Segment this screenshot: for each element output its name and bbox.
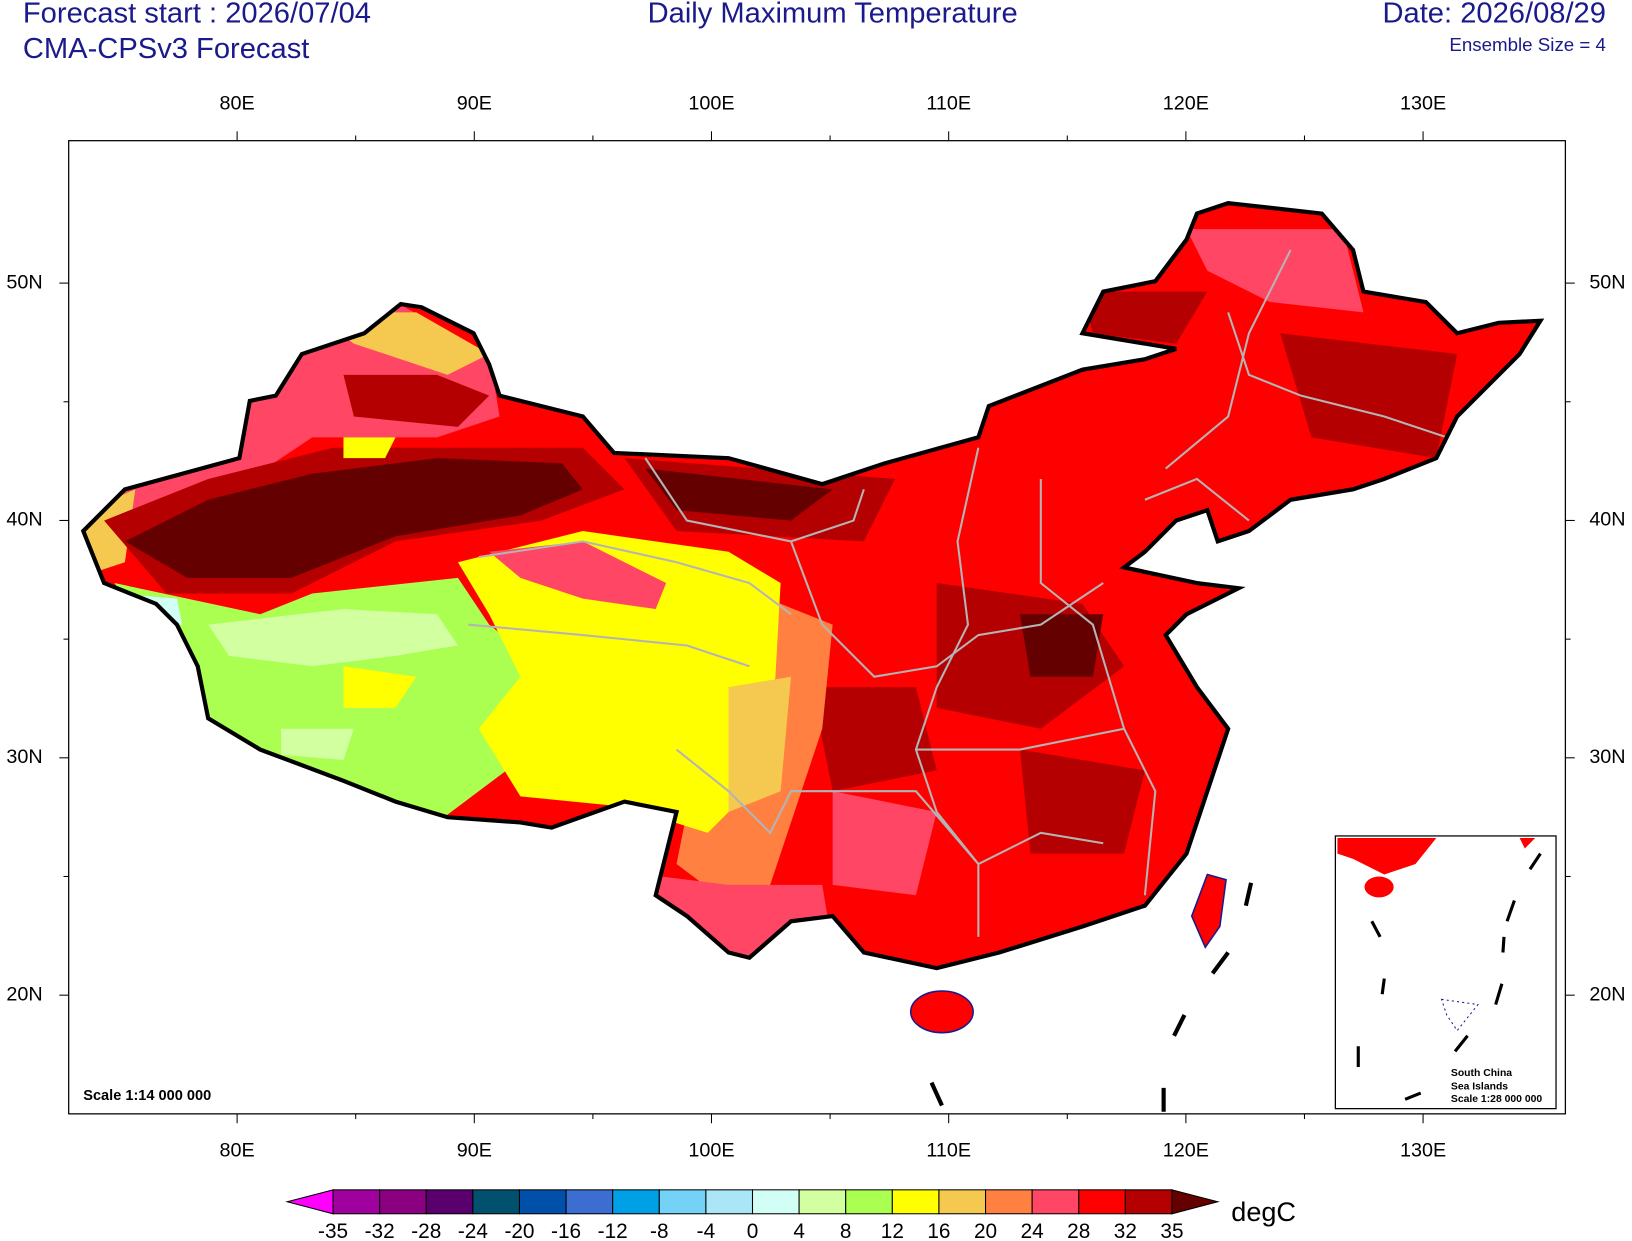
colorbar-label: 12: [881, 1220, 904, 1241]
x-tick-label: 90E: [457, 1140, 492, 1162]
colorbar-box: [332, 1189, 381, 1215]
colorbar-box: [1031, 1189, 1080, 1215]
colorbar-label: -20: [504, 1220, 534, 1241]
colorbar-box: [1124, 1189, 1173, 1215]
colorbar-box: [658, 1189, 707, 1215]
scale-label: Scale 1:14 000 000: [83, 1088, 211, 1104]
field-pink-east: [832, 229, 1364, 896]
colorbar-label: 35: [1160, 1220, 1183, 1241]
map-title: Daily Maximum Temperature: [648, 0, 1018, 29]
y-tick-label: 40N: [6, 509, 42, 531]
colorbar-box: [518, 1189, 567, 1215]
colorbar-box: [938, 1189, 987, 1215]
colorbar-box: [425, 1189, 474, 1215]
colorbar-label: -24: [458, 1220, 488, 1241]
forecast-date: Date: 2026/08/29: [1382, 0, 1605, 29]
x-tick-label: 90E: [457, 92, 492, 114]
colorbar-box: [751, 1189, 800, 1215]
x-tick-label: 110E: [926, 92, 971, 114]
colorbar-label: -4: [697, 1220, 716, 1241]
colorbar-box: [379, 1189, 427, 1215]
colorbar-label: -16: [551, 1220, 581, 1241]
province-borders: [468, 249, 1448, 937]
field-orange: [83, 312, 490, 584]
colorbar-label: -28: [411, 1220, 441, 1241]
inset-frame: [1334, 835, 1557, 1110]
x-tick-label: 100E: [688, 1140, 734, 1162]
inset-dash-line: [1356, 852, 1542, 1101]
y-tick-label: 30N: [6, 746, 42, 768]
inset-islands: [1440, 998, 1479, 1032]
x-tick-label: 80E: [220, 92, 255, 114]
colorbar-end: [285, 1189, 334, 1215]
inset-text: Sea Islands: [1451, 1082, 1508, 1093]
colorbar-box: [985, 1189, 1033, 1215]
x-tick-label: 130E: [1400, 92, 1446, 114]
field-lightgreen: [208, 609, 458, 760]
colorbar-label: 0: [747, 1220, 759, 1241]
colorbar-box: [891, 1189, 940, 1215]
x-tick-label: 110E: [926, 1140, 971, 1162]
ensemble-size: Ensemble Size = 4: [1449, 34, 1606, 55]
colorbar-label: 8: [840, 1220, 852, 1241]
colorbar-box: [1078, 1189, 1126, 1215]
colorbar-label: 32: [1114, 1220, 1137, 1241]
field-pink-qaidam: [489, 541, 667, 610]
inset: South China Sea Islands Scale 1:28 000 0…: [1334, 835, 1557, 1110]
map-frame: [68, 140, 1567, 1115]
inset-hainan: [1364, 876, 1394, 898]
field-yellow: [343, 437, 781, 833]
model-name: CMA-CPSv3 Forecast: [23, 33, 309, 65]
colorbar-label: -12: [598, 1220, 628, 1241]
colorbar-box: [845, 1189, 893, 1215]
inset-text: South China: [1451, 1068, 1512, 1079]
nine-dash-line: [929, 882, 1254, 1112]
colorbar-end: [1171, 1189, 1220, 1215]
colorbar-label: 28: [1067, 1220, 1090, 1241]
forecast-start: Forecast start : 2026/07/04: [23, 0, 371, 29]
colorbar-label: 4: [793, 1220, 805, 1241]
hainan: [909, 990, 974, 1034]
colorbar-unit: degC: [1231, 1197, 1296, 1227]
colorbar-box: [798, 1189, 847, 1215]
field-darkred: [104, 291, 1458, 854]
colorbar-box: [565, 1189, 614, 1215]
colorbar-label: -8: [650, 1220, 669, 1241]
colorbar-label: 16: [927, 1220, 950, 1241]
taiwan: [1190, 873, 1227, 949]
colorbar-label: -35: [318, 1220, 348, 1241]
colorbar-box: [612, 1189, 660, 1215]
colorbar-label: 20: [974, 1220, 997, 1241]
y-tick-label: 50N: [6, 271, 42, 293]
y-tick-label: 50N: [1589, 271, 1625, 293]
y-tick-label: 40N: [1589, 509, 1625, 531]
x-tick-label: 130E: [1400, 1140, 1446, 1162]
x-tick-label: 100E: [688, 92, 734, 114]
inset-text: Scale 1:28 000 000: [1451, 1094, 1543, 1105]
x-tick-label: 120E: [1163, 92, 1209, 114]
y-tick-label: 30N: [1589, 746, 1625, 768]
y-tick-label: 20N: [6, 983, 42, 1005]
x-tick-label: 80E: [220, 1140, 255, 1162]
field-maroon: [124, 458, 1104, 677]
y-tick-label: 20N: [1589, 983, 1625, 1005]
x-tick-label: 120E: [1163, 1140, 1209, 1162]
colorbar: -35 -32 -28 -24 -20 -16 -12 -8 -4 0 4 8 12 16 20 24 28 32…: [285, 1189, 1220, 1241]
axis-ticks: 80E 80E 90E 90E 100E 100E 110E 110E 120E 120E 130E…: [6, 92, 1625, 1161]
colorbar-box: [705, 1189, 754, 1215]
inset-land: [1337, 838, 1536, 875]
colorbar-label: 24: [1021, 1220, 1044, 1241]
colorbar-label: -32: [365, 1220, 395, 1241]
colorbar-box: [472, 1189, 521, 1215]
field-gold: [728, 676, 792, 813]
